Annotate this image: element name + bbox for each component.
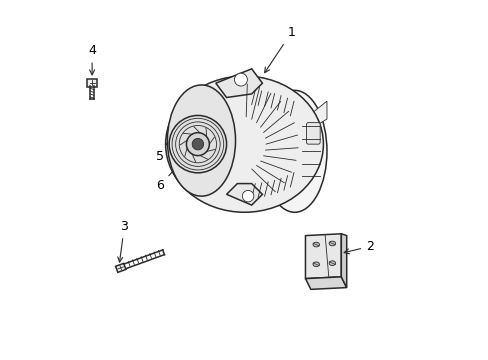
Polygon shape (341, 234, 346, 288)
Text: 6: 6 (156, 156, 186, 192)
Text: 4: 4 (88, 44, 96, 75)
Ellipse shape (165, 76, 323, 212)
Polygon shape (215, 69, 262, 98)
Polygon shape (305, 277, 346, 289)
Circle shape (186, 133, 209, 156)
FancyBboxPatch shape (86, 78, 97, 87)
Ellipse shape (262, 90, 326, 212)
FancyBboxPatch shape (306, 123, 320, 144)
Ellipse shape (328, 241, 335, 246)
Circle shape (242, 190, 253, 202)
Ellipse shape (328, 261, 335, 266)
Ellipse shape (312, 242, 319, 247)
Text: 3: 3 (118, 220, 128, 262)
Text: 1: 1 (264, 27, 294, 73)
Ellipse shape (312, 262, 319, 267)
Polygon shape (226, 184, 262, 205)
Circle shape (169, 116, 226, 173)
Polygon shape (115, 264, 126, 273)
Polygon shape (308, 101, 326, 130)
Circle shape (192, 138, 203, 150)
Polygon shape (305, 234, 341, 279)
Circle shape (234, 73, 247, 86)
Ellipse shape (167, 85, 235, 196)
Text: 2: 2 (344, 240, 373, 254)
Text: 5: 5 (156, 132, 172, 163)
